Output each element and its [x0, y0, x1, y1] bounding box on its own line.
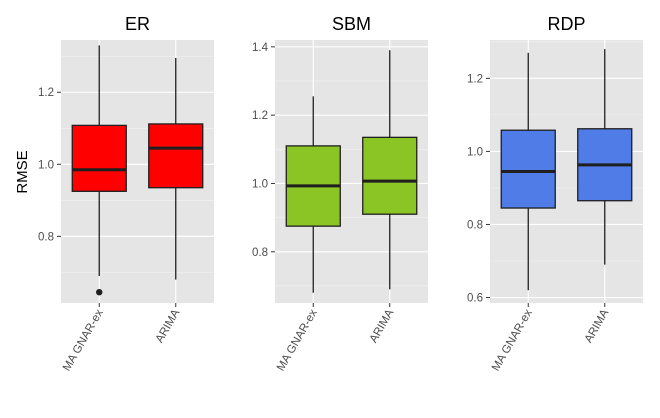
y-tick-label-2-0: 0.6 — [467, 293, 483, 305]
y-tick-label-0-0: 0.8 — [38, 231, 54, 243]
y-tick-label-0-1: 1.0 — [38, 159, 54, 171]
x-category-label-0-1: ARIMA — [154, 307, 183, 345]
box-0-1 — [148, 123, 204, 189]
y-tick-label-0-2: 1.2 — [38, 87, 54, 99]
y-tick-label-2-2: 1.0 — [467, 146, 483, 158]
box-2-0 — [500, 129, 556, 209]
x-category-label-0-0: MA GNAR-ex — [61, 307, 106, 373]
y-tick-label-1-2: 1.2 — [252, 110, 268, 122]
outlier-point-0-0-0 — [96, 288, 103, 296]
panel-title-1: SBM — [332, 14, 371, 34]
y-tick-label-1-1: 1.0 — [252, 178, 268, 190]
panel-title-0: ER — [125, 14, 150, 34]
x-category-label-2-1: ARIMA — [583, 307, 612, 345]
y-tick-label-1-0: 0.8 — [252, 247, 268, 259]
y-tick-label-2-1: 0.8 — [467, 219, 483, 231]
y-axis-title: RMSE — [14, 150, 31, 193]
x-category-label-2-0: MA GNAR-ex — [490, 307, 535, 373]
panel-title-2: RDP — [547, 14, 585, 34]
y-tick-label-1-3: 1.4 — [252, 42, 269, 54]
box-0-0 — [71, 124, 127, 192]
x-category-label-1-0: MA GNAR-ex — [275, 307, 320, 373]
y-tick-label-2-3: 1.2 — [467, 73, 483, 85]
x-category-label-1-1: ARIMA — [368, 307, 397, 345]
box-1-1 — [362, 136, 418, 215]
